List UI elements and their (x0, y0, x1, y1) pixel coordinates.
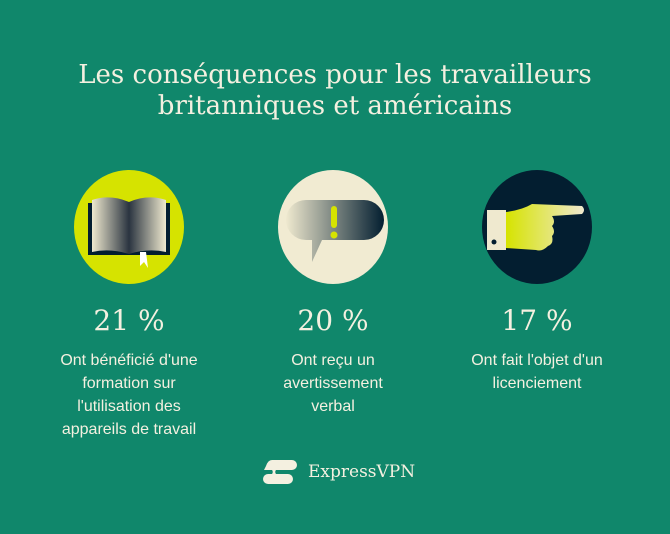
stat-description: Ont fait l'objet d'un licenciement (471, 352, 603, 392)
stat-description: Ont reçu un avertissement verbal (283, 352, 383, 415)
open-book-icon (74, 170, 184, 284)
stat-percent: 17 % (501, 304, 573, 337)
speech-bubble-exclamation-icon (278, 170, 388, 284)
stat-percent: 21 % (93, 304, 165, 337)
stat-dismissal: 17 % Ont fait l'objet d'un licenciement (437, 170, 637, 395)
pointing-hand-icon (482, 170, 592, 284)
expressvpn-logo: ExpressVPN (262, 458, 415, 486)
stat-warning: 20 % Ont reçu un avertissement verbal (233, 170, 433, 418)
expressvpn-logo-icon (263, 460, 297, 484)
stat-training: 21 % Ont bénéficié d'une formation sur l… (29, 170, 229, 441)
stat-percent: 20 % (297, 304, 369, 337)
stat-description: Ont bénéficié d'une formation sur l'util… (60, 352, 198, 438)
page-title: Les conséquences pour les travailleurs b… (78, 60, 592, 121)
brand-name: ExpressVPN (308, 462, 416, 482)
